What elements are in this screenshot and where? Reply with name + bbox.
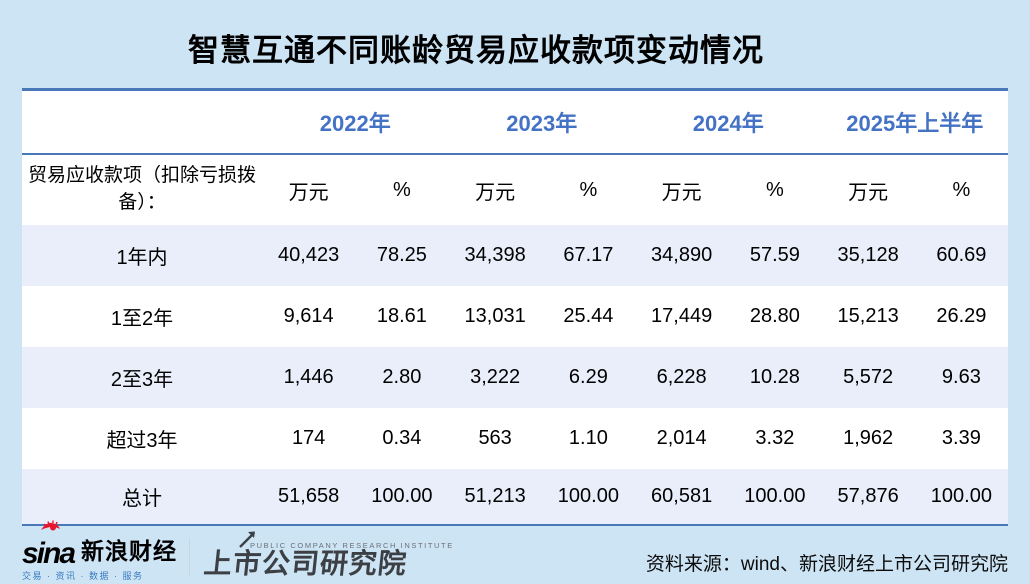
row-label: 总计 (122, 488, 162, 510)
table-cell: 3.32 (755, 427, 795, 449)
table-cell: 174 (291, 427, 326, 449)
unit-header: % (952, 178, 971, 201)
table-row-2-3-years: 2至3年 1,446 2.80 3,222 6.29 6,228 10.28 5… (22, 347, 1008, 408)
table-cell: 57,876 (837, 485, 899, 507)
receivables-table: 2022年 2023年 2024年 2025年上半年 贸易应收款项（扣除亏损拨备… (22, 88, 1008, 526)
brand-logos: sina 新浪财经 交易 · 资讯 · 数据 · 服务 PUBLIC COMPA… (22, 520, 454, 582)
year-header-2025h1: 2025年上半年 (846, 111, 984, 136)
table-cell: 28.80 (749, 305, 800, 327)
unit-header-row: 贸易应收款项（扣除亏损拨备）： 万元 % 万元 % 万元 % 万元 % (22, 155, 1008, 225)
sina-eye-icon (38, 520, 64, 541)
row-label: 2至3年 (110, 369, 174, 391)
table-cell: 60.69 (936, 244, 987, 266)
page-title: 智慧互通不同账龄贸易应收款项变动情况 (188, 32, 764, 68)
table-cell: 3.39 (941, 427, 981, 449)
table-cell: 1,962 (843, 427, 894, 449)
table-cell: 34,398 (464, 244, 526, 266)
table-cell: 6.29 (568, 366, 608, 388)
table-cell: 100.00 (371, 485, 433, 507)
unit-header: 万元 (661, 181, 702, 204)
table-cell: 100.00 (557, 485, 619, 507)
table-row-1-2-years: 1至2年 9,614 18.61 13,031 25.44 17,449 28.… (22, 286, 1008, 347)
unit-header: 万元 (848, 181, 889, 204)
table-cell: 9.63 (941, 366, 981, 388)
table-cell: 0.34 (382, 427, 422, 449)
year-header-row: 2022年 2023年 2024年 2025年上半年 (22, 91, 1008, 155)
table-cell: 100.00 (930, 485, 992, 507)
sina-tagline: 交易 · 资讯 · 数据 · 服务 (22, 571, 144, 581)
table-cell: 1.10 (568, 427, 608, 449)
table-cell: 13,031 (464, 305, 526, 327)
table-row-over-3-years: 超过3年 174 0.34 563 1.10 2,014 3.32 1,962 … (22, 408, 1008, 469)
table-cell: 26.29 (936, 305, 987, 327)
table-cell: 25.44 (563, 305, 614, 327)
table-cell: 100.00 (744, 485, 806, 507)
table-cell: 67.17 (563, 244, 614, 266)
table-cell: 18.61 (376, 305, 427, 327)
table-cell: 35,128 (837, 244, 899, 266)
unit-header: 万元 (288, 181, 329, 204)
sina-finance-name: 新浪财经 (81, 538, 178, 564)
year-header-2022: 2022年 (319, 111, 391, 136)
table-cell: 78.25 (376, 244, 427, 266)
institute-name-en: PUBLIC COMPANY RESEARCH INSTITUTE (250, 540, 454, 550)
data-source-note: 资料来源：wind、新浪财经上市公司研究院 (645, 553, 1008, 575)
table-cell: 34,890 (651, 244, 713, 266)
table-cell: 3,222 (470, 366, 521, 388)
title-bar: 智慧互通不同账龄贸易应收款项变动情况 (0, 0, 1030, 88)
table-cell: 40,423 (278, 244, 340, 266)
row-label: 1年内 (116, 247, 168, 269)
table-cell: 9,614 (283, 305, 334, 327)
table-cell: 51,658 (278, 485, 340, 507)
row-label: 1至2年 (110, 308, 174, 330)
table-cell: 57.59 (749, 244, 800, 266)
table-cell: 5,572 (843, 366, 894, 388)
table-cell: 51,213 (464, 485, 526, 507)
research-institute-logo: PUBLIC COMPANY RESEARCH INSTITUTE 上市公司研究… (202, 531, 454, 579)
table-cell: 60,581 (651, 485, 713, 507)
row-label: 超过3年 (106, 430, 178, 452)
table-cell: 2,014 (656, 427, 707, 449)
sina-finance-logo: sina 新浪财经 交易 · 资讯 · 数据 · 服务 (22, 520, 178, 582)
footer: sina 新浪财经 交易 · 资讯 · 数据 · 服务 PUBLIC COMPA… (22, 520, 1008, 582)
institute-name-cn: 上市公司研究院 (202, 547, 409, 579)
table-cell: 2.80 (382, 366, 422, 388)
year-header-2023: 2023年 (506, 111, 578, 136)
year-header-2024: 2024年 (692, 111, 764, 136)
table-cell: 15,213 (837, 305, 899, 327)
table-cell: 1,446 (283, 366, 334, 388)
unit-header: % (765, 178, 784, 201)
arrow-up-icon (238, 529, 260, 554)
table-row-total: 总计 51,658 100.00 51,213 100.00 60,581 10… (22, 469, 1008, 524)
table-cell: 6,228 (656, 366, 707, 388)
row-header-label: 贸易应收款项（扣除亏损拨备）： (27, 165, 256, 213)
table-cell: 10.28 (749, 366, 800, 388)
sina-wordmark: sina (22, 536, 76, 570)
unit-header: % (579, 178, 598, 201)
table-cell: 563 (478, 427, 512, 449)
table-cell: 17,449 (651, 305, 713, 327)
unit-header: 万元 (475, 181, 516, 204)
sina-wordmark-row: sina 新浪财经 (22, 532, 178, 570)
table-row-within-1-year: 1年内 40,423 78.25 34,398 67.17 34,890 57.… (22, 225, 1008, 286)
logo-divider (189, 538, 191, 576)
unit-header: % (392, 178, 411, 201)
